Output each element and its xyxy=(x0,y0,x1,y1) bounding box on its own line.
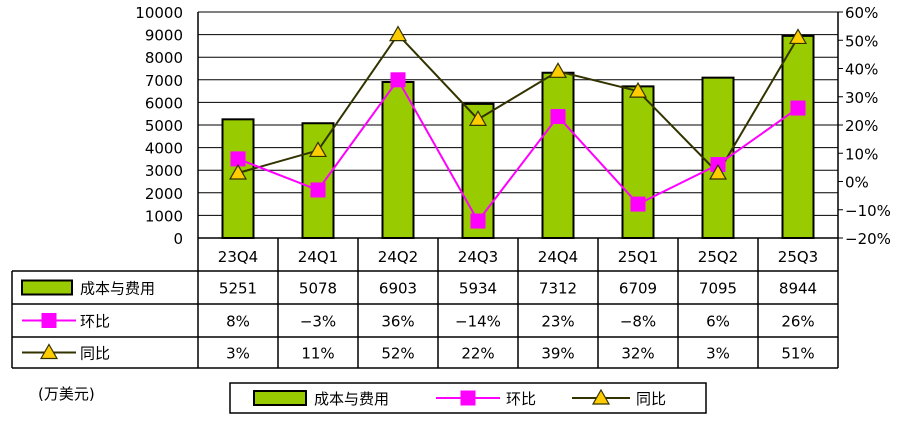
mom-point-23Q4 xyxy=(230,151,246,167)
data-label: 11% xyxy=(301,345,334,363)
y-right-tick-label: 0% xyxy=(845,174,869,192)
bar-series xyxy=(221,34,815,240)
unit-label: (万美元) xyxy=(38,385,95,403)
y-left-tick-label: 10000 xyxy=(135,4,183,22)
y-left-tick-label: 0 xyxy=(173,230,183,248)
y-left-tick-label: 8000 xyxy=(145,49,183,67)
table-key-marker xyxy=(39,343,59,360)
data-label: 23% xyxy=(541,313,574,331)
data-label: 3% xyxy=(226,345,250,363)
y-left-tick-label: 5000 xyxy=(145,117,183,135)
mom-point-24Q4 xyxy=(550,109,566,125)
x-tick-label: 24Q2 xyxy=(378,248,418,266)
data-label: 3% xyxy=(706,345,730,363)
data-label: 8% xyxy=(226,313,250,331)
data-label: 22% xyxy=(461,345,494,363)
y-right-tick-label: 60% xyxy=(845,4,878,22)
table-row-header: 成本与费用 xyxy=(80,280,155,298)
legend-label: 同比 xyxy=(636,390,666,408)
data-label: −3% xyxy=(300,313,336,331)
data-label: 32% xyxy=(621,345,654,363)
mom-point-24Q1 xyxy=(310,182,326,198)
data-label: 8944 xyxy=(779,280,817,298)
y-left-tick-label: 9000 xyxy=(145,27,183,45)
data-table: 23Q4 24Q1 24Q2 24Q3 24Q4 25Q1 25Q2 25Q3 成本与费用 525… xyxy=(11,237,839,369)
x-tick-label: 24Q3 xyxy=(458,248,498,266)
table-key-marker xyxy=(41,313,57,328)
data-label: 39% xyxy=(541,345,574,363)
bar-25Q3 xyxy=(781,34,815,239)
data-label: 5251 xyxy=(219,280,257,298)
legend-key-marker xyxy=(460,390,476,406)
bar-25Q1 xyxy=(621,85,655,239)
x-tick-label: 24Q4 xyxy=(538,248,578,266)
table-row-header: 环比 xyxy=(80,313,110,331)
yoy-point-25Q2 xyxy=(708,163,728,180)
y-right-tick-label: 50% xyxy=(845,32,878,50)
y-left-tick-label: 7000 xyxy=(145,72,183,90)
mom-point-25Q1 xyxy=(630,196,646,212)
yoy-point-24Q3 xyxy=(468,110,488,126)
data-label: −8% xyxy=(620,313,656,331)
data-label: 26% xyxy=(781,313,814,331)
data-label: 5934 xyxy=(459,280,497,298)
x-tick-label: 24Q1 xyxy=(298,248,338,266)
data-label: 7312 xyxy=(539,280,577,298)
bar-24Q2 xyxy=(381,80,415,239)
y-left-tick-label: 3000 xyxy=(145,162,183,180)
mom-point-24Q2 xyxy=(390,72,406,88)
yoy-point-23Q4 xyxy=(228,163,248,180)
y-left-tick-label: 6000 xyxy=(145,94,183,112)
gridlines xyxy=(198,11,838,239)
data-label: 52% xyxy=(381,345,414,363)
yoy-line xyxy=(237,33,799,175)
data-label: 5078 xyxy=(299,280,337,298)
yoy-point-25Q3 xyxy=(788,28,808,45)
legend-label: 环比 xyxy=(506,390,536,408)
data-label: 6% xyxy=(706,313,730,331)
x-tick-label: 25Q2 xyxy=(698,248,738,266)
data-label: 6903 xyxy=(379,280,417,298)
bar-24Q1 xyxy=(301,122,335,239)
x-tick-label: 23Q4 xyxy=(218,248,258,266)
table-key-bar xyxy=(21,279,73,296)
y-right-tick-label: 20% xyxy=(845,117,878,135)
mom-point-25Q3 xyxy=(790,100,806,116)
legend-label: 成本与费用 xyxy=(314,390,389,408)
x-tick-label: 25Q3 xyxy=(778,248,818,266)
mom-line xyxy=(237,77,799,223)
y-right-tick-label: 10% xyxy=(845,145,878,163)
data-label: 36% xyxy=(381,313,414,331)
axes: 0 1000 2000 3000 4000 5000 6000 7000 8000 9000 100… xyxy=(135,4,891,248)
yoy-point-24Q1 xyxy=(308,141,328,158)
yoy-point-25Q1 xyxy=(628,81,648,98)
line-series xyxy=(228,25,808,229)
y-right-tick-label: 40% xyxy=(845,61,878,79)
yoy-point-24Q4 xyxy=(548,62,568,78)
y-right-tick-label: −10% xyxy=(845,202,891,220)
y-left-tick-label: 1000 xyxy=(145,207,183,225)
mom-point-24Q3 xyxy=(470,213,486,229)
data-label: 7095 xyxy=(699,280,737,298)
legend-key-marker xyxy=(591,388,611,405)
table-row-header: 同比 xyxy=(80,345,110,363)
y-left-tick-label: 4000 xyxy=(145,140,183,158)
data-label: 51% xyxy=(781,345,814,363)
y-right-tick-label: 30% xyxy=(845,89,878,107)
data-label: −14% xyxy=(455,313,501,331)
legend: 成本与费用 环比 同比 xyxy=(229,382,707,414)
y-right-tick-label: −20% xyxy=(845,230,891,248)
legend-key-bar xyxy=(253,390,307,406)
x-tick-label: 25Q1 xyxy=(618,248,658,266)
data-label: 6709 xyxy=(619,280,657,298)
y-left-tick-label: 2000 xyxy=(145,185,183,203)
yoy-point-24Q2 xyxy=(388,25,408,42)
bar-24Q4 xyxy=(541,71,575,240)
